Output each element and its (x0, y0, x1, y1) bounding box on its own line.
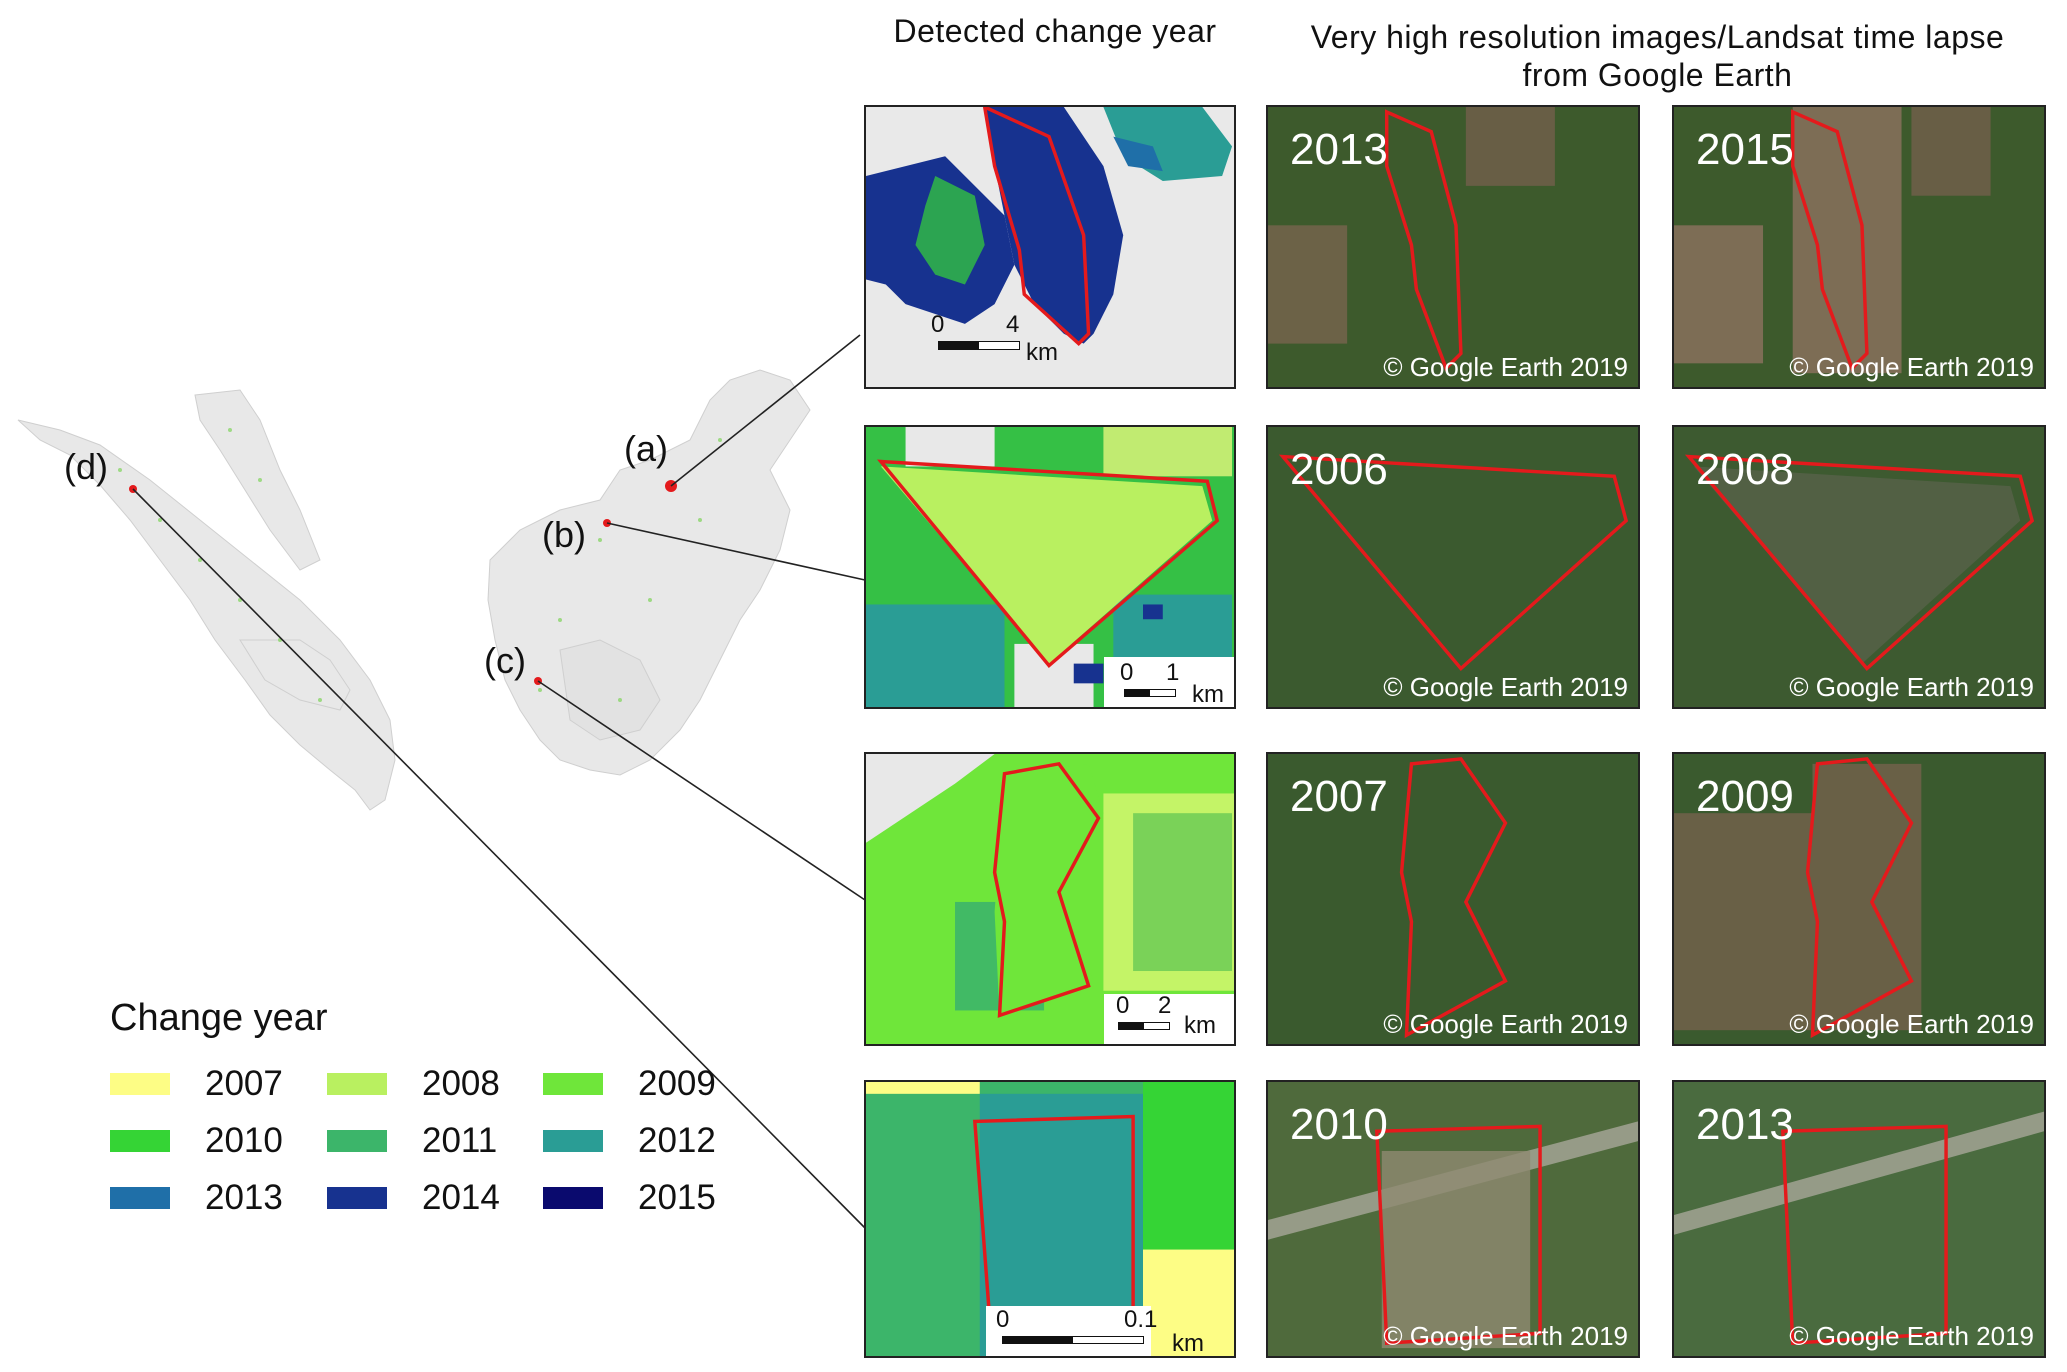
outline-polygon-c (992, 761, 1101, 1018)
year-label-d-after: 2013 (1696, 1100, 1794, 1149)
leader-line-d (132, 488, 866, 1229)
detected-panel-d: 0 0.1 km (864, 1080, 1236, 1358)
detected-panel-a: 0 4 km (864, 105, 1236, 389)
year-label-d-before: 2010 (1290, 1100, 1388, 1149)
year-label-a-before: 2013 (1290, 125, 1388, 174)
sumatra-island (17, 419, 396, 811)
outline-d-after (1781, 1124, 1948, 1346)
legend-swatch (110, 1073, 170, 1095)
year-label-a-after: 2015 (1696, 125, 1794, 174)
credit-d-before: © Google Earth 2019 (1383, 1321, 1628, 1351)
year-label-c-after: 2009 (1696, 772, 1794, 821)
outline-a-before (1384, 109, 1463, 372)
legend-swatch (327, 1187, 387, 1209)
credit-a-after: © Google Earth 2019 (1789, 352, 2034, 382)
scalebar-max-b: 1 (1166, 659, 1180, 686)
imagery-c-after: 2009 © Google Earth 2019 (1672, 752, 2046, 1046)
imagery-b-after: 2008 © Google Earth 2019 (1672, 425, 2046, 709)
scalebar-c (1118, 1022, 1170, 1030)
legend-swatch (327, 1130, 387, 1152)
scalebar-max-c: 2 (1158, 992, 1172, 1019)
legend-swatch (543, 1073, 603, 1095)
scalebar-box-c (1104, 994, 1234, 1044)
credit-b-before: © Google Earth 2019 (1383, 672, 1628, 702)
scalebar-a (938, 341, 1020, 350)
detected-change-header: Detected change year (893, 13, 1217, 49)
legend-swatch (543, 1130, 603, 1152)
outline-c-before (1399, 757, 1508, 1039)
credit-d-after: © Google Earth 2019 (1789, 1321, 2034, 1351)
credit-a-before: © Google Earth 2019 (1383, 352, 1628, 382)
imagery-a-before: 2013 © Google Earth 2019 (1266, 105, 1640, 389)
scalebar-zero-b: 0 (1120, 659, 1134, 686)
detected-panel-b: 0 1 km (864, 425, 1236, 709)
legend-label: 2011 (422, 1121, 498, 1160)
scalebar-max-a: 4 (1006, 311, 1020, 338)
legend-swatch (110, 1187, 170, 1209)
legend-label: 2015 (638, 1178, 716, 1217)
scalebar-zero-a: 0 (931, 311, 945, 338)
legend-label: 2007 (205, 1064, 283, 1103)
outline-d-before (1375, 1124, 1542, 1346)
outline-b-before (1278, 454, 1629, 672)
site-label-b: (b) (542, 514, 586, 555)
leader-line-c (537, 680, 866, 901)
legend-label: 2013 (205, 1178, 283, 1217)
outline-a-after (1790, 109, 1869, 372)
scalebar-d (1002, 1336, 1144, 1344)
imagery-b-before: 2006 © Google Earth 2019 (1266, 425, 1640, 709)
legend-label: 2009 (638, 1064, 716, 1103)
scalebar-b (1124, 689, 1176, 697)
outline-polygon-a (982, 107, 1091, 347)
legend-swatch (110, 1130, 170, 1152)
scalebar-unit-b: km (1192, 681, 1224, 708)
site-label-c: (c) (484, 640, 526, 681)
legend-label: 2010 (205, 1121, 283, 1160)
scalebar-unit-d: km (1172, 1330, 1204, 1357)
outline-polygon-b (876, 459, 1220, 669)
imagery-d-before: 2010 © Google Earth 2019 (1266, 1080, 1640, 1358)
outline-c-after (1805, 757, 1914, 1039)
imagery-c-before: 2007 © Google Earth 2019 (1266, 752, 1640, 1046)
legend-swatch (543, 1187, 603, 1209)
year-label-b-before: 2006 (1290, 445, 1388, 494)
leader-line-b (606, 522, 866, 581)
legend-title: Change year (110, 997, 328, 1039)
outline-b-after (1684, 454, 2035, 672)
legend-swatch (327, 1073, 387, 1095)
scalebar-zero-d: 0 (996, 1306, 1010, 1333)
imagery-d-after: 2013 © Google Earth 2019 (1672, 1080, 2046, 1358)
scalebar-box-d (986, 1306, 1151, 1356)
credit-c-after: © Google Earth 2019 (1789, 1009, 2034, 1039)
leader-line-a (670, 334, 861, 487)
year-label-b-after: 2008 (1696, 445, 1794, 494)
imagery-a-after: 2015 © Google Earth 2019 (1672, 105, 2046, 389)
scalebar-box-b (1104, 657, 1234, 707)
site-label-d: (d) (64, 446, 108, 487)
scalebar-zero-c: 0 (1116, 992, 1130, 1019)
scalebar-unit-c: km (1184, 1012, 1216, 1039)
credit-c-before: © Google Earth 2019 (1383, 1009, 1628, 1039)
detected-panel-c: 0 2 km (864, 752, 1236, 1046)
credit-b-after: © Google Earth 2019 (1789, 672, 2034, 702)
legend-label: 2012 (638, 1121, 716, 1160)
vhr-header-line1: Very high resolution images/Landsat time… (1310, 19, 2005, 55)
scalebar-unit-a: km (1026, 339, 1058, 366)
year-label-c-before: 2007 (1290, 772, 1388, 821)
legend-label: 2008 (422, 1064, 500, 1103)
scalebar-max-d: 0.1 (1124, 1306, 1158, 1333)
vhr-header-line2: from Google Earth (1522, 57, 1793, 93)
site-label-a: (a) (624, 428, 668, 469)
legend-label: 2014 (422, 1178, 500, 1217)
